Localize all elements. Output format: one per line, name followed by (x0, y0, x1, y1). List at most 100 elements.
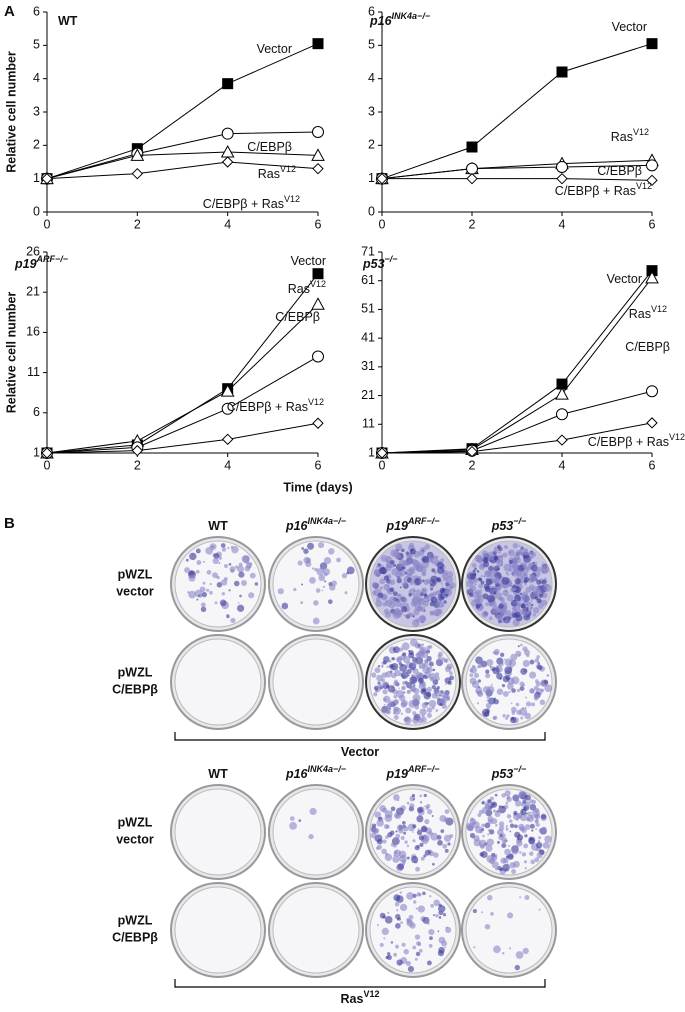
colony (392, 591, 398, 597)
colony (376, 566, 379, 569)
colony (485, 578, 493, 586)
y-tick-label: 2 (33, 138, 40, 152)
colony (202, 581, 206, 585)
series-label: C/EBPβ + RasV12 (588, 432, 685, 449)
colony (393, 699, 400, 705)
colony (515, 845, 519, 848)
colony (383, 575, 390, 581)
y-tick-label: 3 (368, 104, 375, 118)
colony (534, 813, 541, 820)
colony (216, 581, 223, 588)
colony (508, 659, 517, 667)
colony (241, 580, 247, 586)
colony (431, 561, 435, 564)
series-label-sup: V12 (633, 127, 649, 137)
colony (482, 593, 489, 600)
series-line (46, 151, 319, 180)
colony (412, 945, 417, 950)
colony (401, 686, 405, 690)
colony (522, 565, 526, 568)
column-header-sup: ARF−/− (407, 516, 440, 526)
series-line (46, 422, 319, 454)
series-label-main: C/EBPβ (247, 140, 292, 154)
colony (413, 684, 416, 687)
series-label-main: C/EBPβ + Ras (203, 197, 284, 211)
colony (322, 585, 326, 588)
colony (415, 652, 422, 659)
colony (309, 807, 317, 815)
colony (228, 563, 232, 566)
colony (390, 941, 394, 944)
chart-title-main: WT (58, 14, 78, 28)
colony (530, 598, 534, 601)
colony (483, 575, 486, 578)
colony (426, 645, 431, 650)
series-label-main: Ras (258, 167, 280, 181)
colony (431, 814, 434, 818)
colony (406, 801, 410, 805)
colony (500, 652, 505, 657)
colony (511, 676, 520, 685)
colony (391, 568, 399, 576)
colony (277, 588, 284, 595)
colony (519, 707, 528, 716)
colony (512, 587, 517, 592)
colony (485, 669, 490, 674)
colony (228, 589, 231, 592)
colony (444, 946, 447, 949)
colony (470, 817, 475, 822)
series-label-main: Ras (611, 130, 633, 144)
colony (508, 690, 511, 694)
colony (443, 658, 448, 663)
colony (474, 554, 483, 563)
colony (402, 652, 407, 657)
colony (372, 590, 377, 596)
colony (485, 602, 489, 606)
colony (525, 696, 528, 699)
colony (485, 673, 491, 679)
colony (498, 603, 504, 609)
colony (485, 844, 493, 852)
colony (501, 576, 510, 585)
y-tick-label: 21 (361, 388, 375, 402)
colony (320, 567, 323, 570)
colony (482, 556, 489, 564)
colony (520, 668, 528, 675)
colony (523, 573, 527, 577)
y-tick-label: 51 (361, 302, 375, 316)
colony (488, 829, 491, 832)
colony (398, 687, 400, 689)
x-tick-label: 4 (224, 458, 231, 472)
dish (369, 886, 457, 974)
marker (556, 161, 568, 173)
series-label: RasV12 (288, 279, 326, 296)
colony (381, 848, 387, 855)
colony (519, 896, 522, 899)
colony (490, 912, 494, 916)
colony (520, 808, 527, 816)
colony (416, 941, 421, 946)
colony (502, 675, 510, 683)
colony (445, 581, 450, 587)
column-header-main: p19 (385, 767, 408, 781)
colony (529, 551, 532, 554)
colony (497, 596, 502, 601)
colony (469, 573, 477, 580)
colony (514, 578, 521, 585)
column-header: p16INK4a−/− (285, 764, 347, 781)
colony (397, 863, 405, 870)
colony (531, 829, 534, 832)
colony (497, 588, 500, 591)
colony (425, 806, 430, 810)
colony (469, 673, 474, 678)
colony (409, 803, 415, 809)
colony (398, 662, 403, 666)
colony (379, 942, 384, 948)
colony (420, 856, 425, 861)
colony (229, 566, 236, 573)
y-tick-label: 1 (33, 445, 40, 459)
colony (306, 542, 315, 550)
marker (221, 156, 234, 168)
colony (493, 548, 499, 554)
